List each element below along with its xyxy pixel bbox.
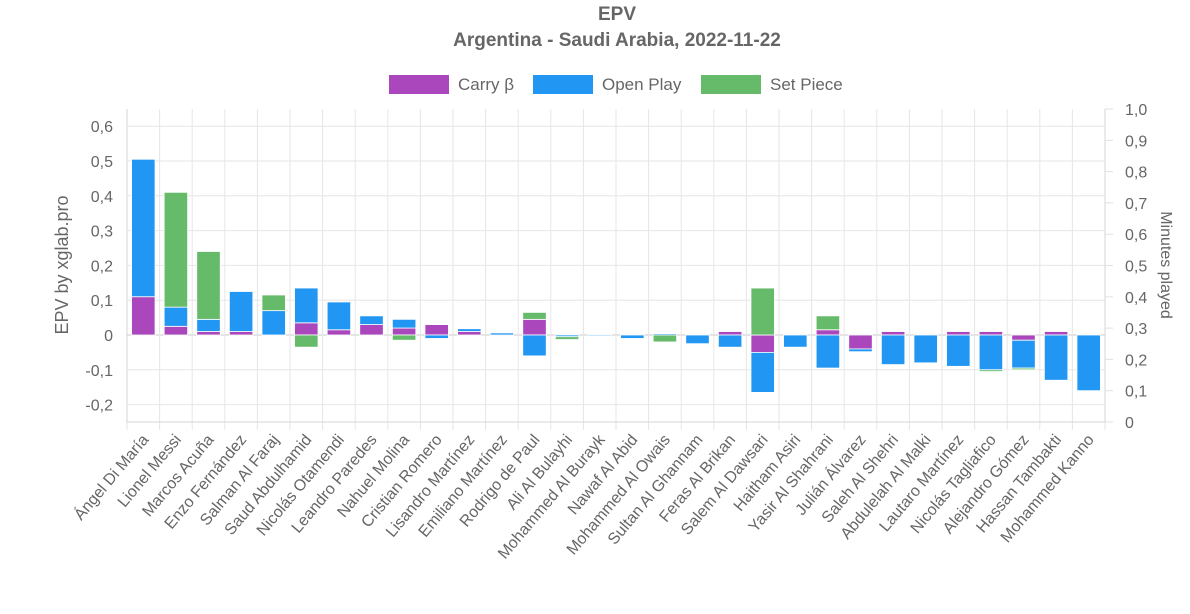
- bar-segment[interactable]: [946, 334, 971, 367]
- bar-segment[interactable]: [522, 334, 547, 357]
- bar-segment[interactable]: [196, 318, 221, 332]
- y2-tick-label: 0,7: [1125, 196, 1147, 213]
- bar-segment[interactable]: [880, 334, 906, 365]
- bar-segment[interactable]: [1076, 334, 1101, 392]
- bar-segment[interactable]: [294, 287, 319, 324]
- bar-segment[interactable]: [261, 294, 286, 312]
- bar-segment[interactable]: [261, 310, 286, 336]
- bar-segment[interactable]: [489, 332, 515, 336]
- bar-segment[interactable]: [848, 334, 873, 350]
- legend-label[interactable]: Carry β: [458, 75, 514, 94]
- y-axis-left: -0,2 -0,1 0 0,1 0,2 0,3 0,4 0,5 0,6: [85, 119, 113, 414]
- y2-axis-label: Minutes played: [1157, 211, 1174, 319]
- y2-tick-label: 1,0: [1125, 102, 1147, 119]
- bar-segment[interactable]: [228, 291, 254, 332]
- bar-segment[interactable]: [815, 329, 841, 336]
- bar-segment[interactable]: [815, 334, 841, 369]
- y-axis-right: 0 0,1 0,2 0,3 0,4 0,5 0,6 0,7 0,8 0,9 1,0: [1105, 102, 1147, 432]
- legend-swatch[interactable]: [701, 75, 761, 94]
- bar-segment[interactable]: [163, 325, 189, 336]
- bar-segment[interactable]: [750, 334, 775, 353]
- bar-segment[interactable]: [131, 296, 156, 336]
- chart-subtitle: Argentina - Saudi Arabia, 2022-11-22: [453, 30, 781, 51]
- bar-segment[interactable]: [424, 324, 449, 336]
- bar-segment[interactable]: [196, 331, 221, 336]
- bar-segment[interactable]: [913, 334, 938, 364]
- bar-segment[interactable]: [880, 331, 906, 336]
- legend-swatch[interactable]: [389, 75, 449, 94]
- bar-segment[interactable]: [978, 331, 1004, 336]
- y-tick-label: -0,2: [85, 398, 113, 415]
- bar-segment[interactable]: [294, 322, 319, 336]
- bar-segment[interactable]: [131, 158, 156, 298]
- legend-label[interactable]: Open Play: [602, 75, 682, 94]
- y-tick-label: 0,3: [91, 224, 113, 241]
- bar-segment[interactable]: [783, 334, 808, 348]
- y-axis-label: EPV by xglab.pro: [52, 195, 72, 334]
- y2-tick-label: 0,1: [1125, 384, 1147, 401]
- bar-segment[interactable]: [391, 334, 417, 341]
- y2-tick-label: 0,3: [1125, 321, 1147, 338]
- bar-segment[interactable]: [717, 331, 743, 336]
- bar-segment[interactable]: [457, 331, 482, 336]
- y2-tick-label: 0,6: [1125, 227, 1147, 244]
- bar-segment[interactable]: [424, 334, 449, 339]
- bar-segment[interactable]: [522, 318, 547, 336]
- y-tick-label: -0,1: [85, 363, 113, 380]
- bar-segment[interactable]: [750, 287, 775, 336]
- bar-segment[interactable]: [457, 328, 482, 332]
- bar-segment[interactable]: [359, 324, 384, 336]
- chart-title: EPV: [598, 4, 636, 25]
- bar-segment[interactable]: [815, 315, 841, 331]
- bar-segment[interactable]: [587, 334, 612, 337]
- y-tick-label: 0,5: [91, 154, 113, 171]
- bar-segment[interactable]: [522, 311, 547, 320]
- y2-tick-label: 0,9: [1125, 133, 1147, 150]
- y-tick-label: 0,4: [91, 189, 113, 206]
- bar-segment[interactable]: [978, 334, 1004, 371]
- bar-segment[interactable]: [1011, 339, 1036, 369]
- bar-segment[interactable]: [228, 331, 254, 336]
- bar-segment[interactable]: [326, 301, 352, 331]
- y-tick-label: 0,6: [91, 119, 113, 136]
- legend-label[interactable]: Set Piece: [770, 75, 843, 94]
- bars: [131, 158, 1101, 393]
- bar-segment[interactable]: [554, 336, 580, 340]
- y2-tick-label: 0,8: [1125, 165, 1147, 182]
- y-tick-label: 0,2: [91, 258, 113, 275]
- bar-segment[interactable]: [652, 334, 678, 343]
- legend-swatch[interactable]: [533, 75, 593, 94]
- bar-segment[interactable]: [946, 331, 971, 336]
- bar-segment[interactable]: [196, 251, 221, 320]
- bar-segment[interactable]: [620, 334, 645, 339]
- bar-segment[interactable]: [978, 369, 1004, 372]
- bar-segment[interactable]: [685, 334, 710, 345]
- bar-segment[interactable]: [163, 306, 189, 327]
- bar-segment[interactable]: [294, 334, 319, 348]
- bar-segment[interactable]: [326, 329, 352, 336]
- bar-segment[interactable]: [1011, 334, 1036, 341]
- bar-segment[interactable]: [391, 327, 417, 336]
- bar-segment[interactable]: [1043, 334, 1069, 381]
- bar-segment[interactable]: [163, 191, 189, 308]
- bar-segment[interactable]: [1043, 331, 1069, 336]
- y2-tick-label: 0: [1125, 415, 1134, 432]
- bar-segment[interactable]: [717, 334, 743, 348]
- bar-segment[interactable]: [750, 351, 775, 393]
- bar-segment[interactable]: [391, 318, 417, 329]
- y2-tick-label: 0,5: [1125, 259, 1147, 276]
- bar-segment[interactable]: [1011, 367, 1036, 371]
- bar-segment[interactable]: [848, 348, 873, 353]
- y2-tick-label: 0,2: [1125, 352, 1147, 369]
- y2-tick-label: 0,4: [1125, 290, 1147, 307]
- y-tick-label: 0: [104, 328, 113, 345]
- grid-lines: [126, 109, 1106, 430]
- y-tick-label: 0,1: [91, 293, 113, 310]
- bar-segment[interactable]: [359, 315, 384, 325]
- legend: Carry β Open Play Set Piece: [389, 75, 843, 94]
